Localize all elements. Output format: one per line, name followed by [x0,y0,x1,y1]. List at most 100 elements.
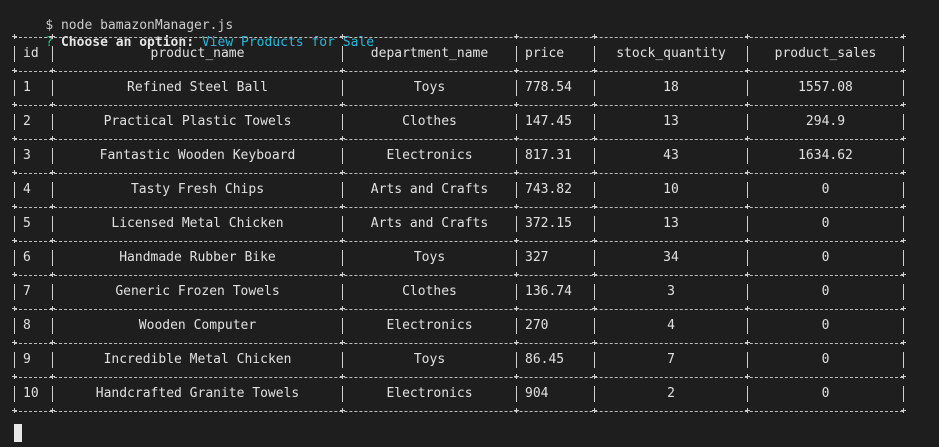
table-corner [901,238,906,243]
table-corner [340,136,345,141]
table-cell-id: 8 [23,318,31,333]
table-header-row: id product_name department_name price stock_… [14,37,904,71]
column-separator [594,114,595,130]
table-corner [514,204,519,209]
table-cell-department-name: Arts and Crafts [370,216,489,231]
table-row: 3 Fantastic Wooden Keyboard Electronics 817… [14,139,904,173]
table-cell-product-sales: 0 [821,182,830,197]
table-border [14,105,903,106]
table-cell-price: 270 [525,318,549,333]
table-corner [514,408,519,413]
column-separator [52,250,53,266]
column-separator [52,46,53,62]
table-cell-id: 1 [23,80,31,95]
table-corner [745,238,750,243]
column-separator [52,352,53,368]
table-corner [340,102,345,107]
column-separator [747,182,748,198]
column-separator [747,352,748,368]
table-cell-product-sales: 0 [821,386,830,401]
column-header-price: price [525,46,565,61]
column-separator [52,80,53,96]
column-separator [14,250,15,266]
table-corner [12,68,17,73]
table-corner [12,272,17,277]
question-mark: ? [45,35,54,50]
table-row: 10 Handcrafted Granite Towels Electronics 9… [14,377,904,411]
table-border [14,139,903,140]
table-corner [50,374,55,379]
column-separator [516,114,517,130]
table-row: 5 Licensed Metal Chicken Arts and Crafts 37… [14,207,904,241]
table-corner [514,306,519,311]
column-separator [747,46,748,62]
table-corner [514,102,519,107]
table-cell-id: 5 [23,216,31,231]
column-header-product-sales: product_sales [774,46,877,61]
table-corner [12,306,17,311]
table-cell-stock-quantity: 43 [663,148,679,163]
table-cell-stock-quantity: 13 [663,114,679,129]
table-cell-product-sales: 0 [821,284,830,299]
table-corner [745,306,750,311]
column-separator [747,80,748,96]
command-line: $ node bamazonManager.js [14,0,233,33]
table-corner [514,340,519,345]
table-corner [50,68,55,73]
table-cell-department-name: Toys [413,80,446,95]
table-corner [12,170,17,175]
column-separator [903,352,904,368]
column-separator [342,46,343,62]
column-separator [516,352,517,368]
table-corner [901,272,906,277]
column-separator [342,352,343,368]
table-cell-department-name: Toys [413,250,446,265]
table-cell-product-name: Handmade Rubber Bike [119,250,276,265]
column-separator [903,250,904,266]
table-corner [514,374,519,379]
column-separator [594,318,595,334]
column-separator [594,80,595,96]
column-separator [747,114,748,130]
table-cell-product-name: Incredible Metal Chicken [103,352,292,367]
terminal-cursor [14,424,22,442]
table-corner [12,238,17,243]
table-corner [340,306,345,311]
table-cell-stock-quantity: 3 [667,284,675,299]
table-corner [340,170,345,175]
column-separator [52,216,53,232]
column-separator [747,318,748,334]
table-cell-product-sales: 0 [821,250,830,265]
table-corner [514,68,519,73]
table-border [14,37,903,38]
table-corner [592,204,597,209]
column-separator [342,148,343,164]
column-separator [903,318,904,334]
table-corner [592,408,597,413]
column-separator [594,352,595,368]
table-corner [745,204,750,209]
column-separator [14,352,15,368]
table-corner [901,340,906,345]
column-separator [52,318,53,334]
table-border [14,377,903,378]
column-separator [342,80,343,96]
table-cell-product-name: Fantastic Wooden Keyboard [99,148,296,163]
table-cell-stock-quantity: 18 [663,80,679,95]
table-corner [12,374,17,379]
column-separator [903,284,904,300]
column-separator [516,284,517,300]
table-corner [592,102,597,107]
column-header-id: id [23,46,39,61]
table-corner [901,374,906,379]
table-corner [340,272,345,277]
column-separator [52,386,53,402]
table-cell-id: 10 [23,386,39,401]
table-cell-product-sales: 1634.62 [798,148,853,163]
column-separator [342,284,343,300]
column-separator [516,250,517,266]
table-cell-stock-quantity: 2 [667,386,675,401]
table-cell-product-name: Wooden Computer [138,318,257,333]
table-corner [901,34,906,39]
